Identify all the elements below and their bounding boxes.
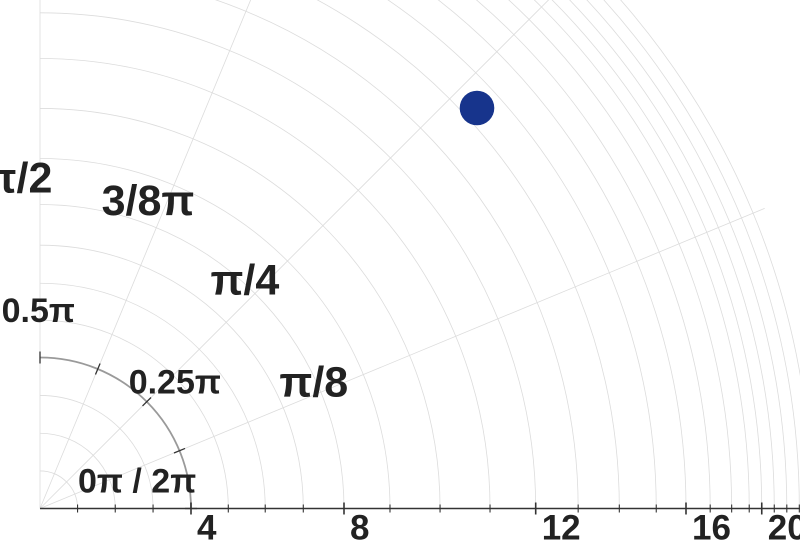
svg-text:12: 12 xyxy=(542,509,581,548)
svg-text:16: 16 xyxy=(692,509,731,548)
svg-text:8: 8 xyxy=(350,509,369,548)
svg-text:0.5π: 0.5π xyxy=(2,292,75,330)
svg-text:0π / 2π: 0π / 2π xyxy=(78,463,196,501)
svg-text:0.25π: 0.25π xyxy=(129,364,221,402)
svg-text:3/8π: 3/8π xyxy=(102,177,195,225)
svg-text:π/8: π/8 xyxy=(279,358,348,406)
svg-text:π/4: π/4 xyxy=(211,256,280,304)
svg-text:π/2: π/2 xyxy=(0,154,52,202)
svg-text:4: 4 xyxy=(197,509,217,548)
svg-text:20: 20 xyxy=(768,509,800,548)
